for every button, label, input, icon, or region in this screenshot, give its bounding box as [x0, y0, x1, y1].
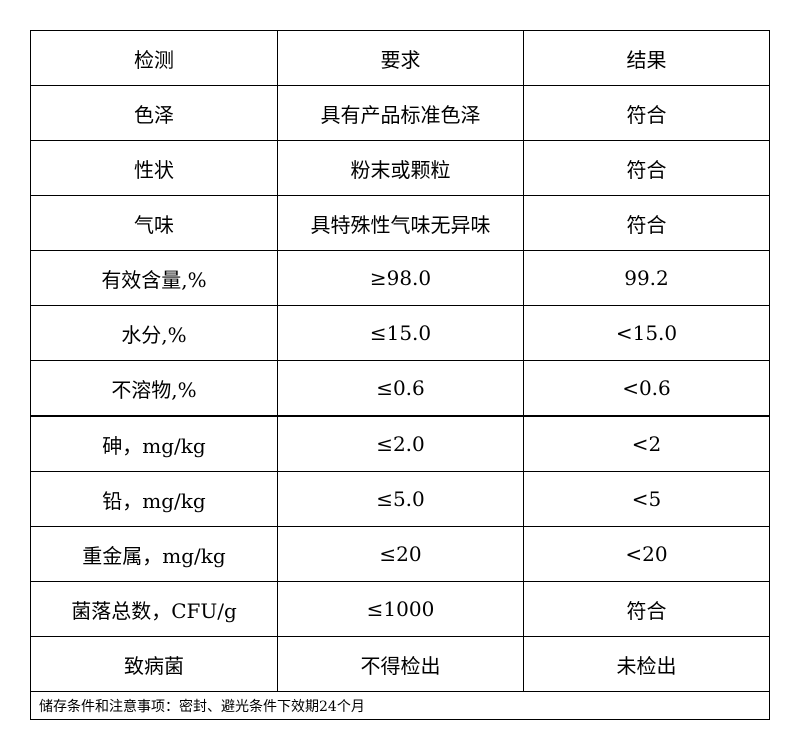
table-row: 不溶物,% ≤0.6 <0.6 — [30, 360, 770, 417]
cell-requirement: ≤1000 — [277, 581, 524, 637]
table-header-row: 检测 要求 结果 — [30, 30, 770, 86]
cell-test-item: 有效含量,% — [30, 250, 278, 306]
cell-test-item: 菌落总数，CFU/g — [30, 581, 278, 637]
cell-requirement: ≤20 — [277, 526, 524, 582]
cell-result: <15.0 — [523, 305, 770, 361]
cell-requirement: ≥98.0 — [277, 250, 524, 306]
table-row: 性状 粉末或颗粒 符合 — [30, 140, 770, 196]
table-row: 铅，mg/kg ≤5.0 <5 — [30, 471, 770, 527]
cell-result: <20 — [523, 526, 770, 582]
cell-test-item: 致病菌 — [30, 636, 278, 692]
storage-note: 储存条件和注意事项：密封、避光条件下效期24个月 — [30, 691, 770, 720]
cell-test-item: 性状 — [30, 140, 278, 196]
cell-test-item: 砷，mg/kg — [30, 415, 278, 472]
table-row: 致病菌 不得检出 未检出 — [30, 636, 770, 692]
header-cell-result: 结果 — [523, 30, 770, 86]
cell-test-item: 气味 — [30, 195, 278, 251]
footer-row: 储存条件和注意事项：密封、避光条件下效期24个月 — [30, 691, 770, 720]
table-row: 水分,% ≤15.0 <15.0 — [30, 305, 770, 361]
table-row: 菌落总数，CFU/g ≤1000 符合 — [30, 581, 770, 637]
cell-requirement: 具特殊性气味无异味 — [277, 195, 524, 251]
table-row: 色泽 具有产品标准色泽 符合 — [30, 85, 770, 141]
header-cell-test: 检测 — [30, 30, 278, 86]
cell-test-item: 水分,% — [30, 305, 278, 361]
cell-requirement: ≤0.6 — [277, 360, 524, 417]
cell-result: <2 — [523, 415, 770, 472]
header-cell-requirement: 要求 — [277, 30, 524, 86]
cell-result: 未检出 — [523, 636, 770, 692]
cell-requirement: ≤5.0 — [277, 471, 524, 527]
cell-requirement: 具有产品标准色泽 — [277, 85, 524, 141]
cell-result: <5 — [523, 471, 770, 527]
table-row: 砷，mg/kg ≤2.0 <2 — [30, 415, 770, 472]
cell-test-item: 不溶物,% — [30, 360, 278, 417]
cell-result: 符合 — [523, 140, 770, 196]
cell-test-item: 铅，mg/kg — [30, 471, 278, 527]
cell-test-item: 色泽 — [30, 85, 278, 141]
cell-result: 99.2 — [523, 250, 770, 306]
table-row: 有效含量,% ≥98.0 99.2 — [30, 250, 770, 306]
table-row: 气味 具特殊性气味无异味 符合 — [30, 195, 770, 251]
cell-requirement: 粉末或颗粒 — [277, 140, 524, 196]
table-row: 重金属，mg/kg ≤20 <20 — [30, 526, 770, 582]
cell-result: 符合 — [523, 195, 770, 251]
inspection-table: 检测 要求 结果 色泽 具有产品标准色泽 符合 性状 粉末或颗粒 符合 气味 具特殊性气味无异… — [30, 30, 770, 720]
cell-result: <0.6 — [523, 360, 770, 417]
cell-result: 符合 — [523, 581, 770, 637]
cell-test-item: 重金属，mg/kg — [30, 526, 278, 582]
cell-requirement: 不得检出 — [277, 636, 524, 692]
cell-requirement: ≤15.0 — [277, 305, 524, 361]
cell-requirement: ≤2.0 — [277, 415, 524, 472]
cell-result: 符合 — [523, 85, 770, 141]
